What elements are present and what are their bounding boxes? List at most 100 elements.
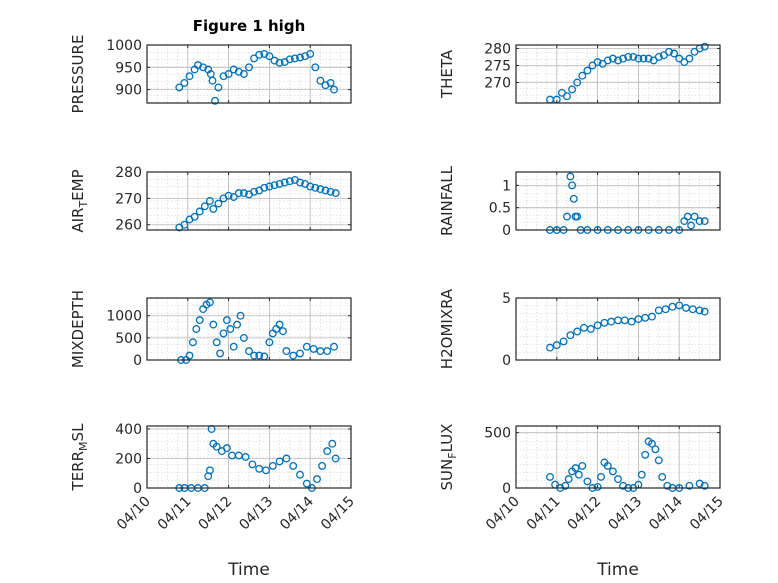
data-point bbox=[695, 217, 704, 226]
axes-frame bbox=[515, 44, 721, 104]
data-point bbox=[586, 325, 595, 333]
y-axis-label-tail: SL bbox=[69, 423, 87, 442]
data-point bbox=[248, 460, 257, 469]
data-point bbox=[593, 321, 602, 330]
y-tick-label: 270 bbox=[484, 76, 511, 92]
series-sun_flux bbox=[546, 437, 709, 492]
data-point bbox=[573, 212, 582, 221]
data-point bbox=[559, 337, 568, 346]
data-point bbox=[275, 179, 284, 188]
y-axis-label-subscript: M bbox=[77, 441, 90, 451]
data-point bbox=[675, 301, 684, 310]
y-tick-label: 0 bbox=[133, 481, 142, 497]
data-point bbox=[568, 181, 577, 190]
y-tick-label: 400 bbox=[115, 422, 142, 438]
data-point bbox=[641, 450, 650, 459]
data-point bbox=[282, 347, 291, 356]
data-point bbox=[222, 444, 231, 453]
data-point bbox=[685, 481, 694, 490]
data-point bbox=[608, 467, 617, 476]
data-point bbox=[634, 54, 643, 63]
data-point bbox=[255, 50, 264, 59]
data-point bbox=[212, 442, 221, 451]
data-point bbox=[654, 456, 663, 465]
data-point bbox=[211, 96, 219, 105]
data-point bbox=[619, 54, 628, 63]
subplot-rainfall: 0 0.5 1 RAINFALL bbox=[438, 165, 721, 239]
data-point bbox=[546, 343, 554, 352]
data-point bbox=[316, 76, 325, 85]
y-tick-label: 280 bbox=[484, 41, 511, 57]
data-point bbox=[574, 470, 583, 479]
data-point bbox=[239, 189, 248, 198]
y-axis-label-main: THETA bbox=[438, 49, 456, 99]
data-point bbox=[321, 186, 330, 195]
data-point bbox=[561, 481, 570, 490]
y-axis-label: MIXDEPTH bbox=[69, 290, 87, 368]
y-axis-label: AIRTEMP bbox=[69, 169, 90, 232]
data-point bbox=[326, 78, 335, 87]
data-point bbox=[265, 338, 274, 347]
data-point bbox=[192, 325, 201, 333]
data-point bbox=[296, 470, 304, 479]
data-point bbox=[661, 305, 670, 314]
y-tick-label: 0.5 bbox=[489, 201, 511, 217]
data-point bbox=[690, 212, 699, 221]
data-point bbox=[185, 351, 194, 360]
data-point bbox=[648, 312, 656, 321]
y-axis-label-subscript: F bbox=[446, 452, 459, 458]
data-point bbox=[279, 327, 287, 336]
data-point bbox=[302, 342, 311, 351]
data-point bbox=[260, 183, 269, 192]
data-point bbox=[212, 338, 221, 347]
data-point bbox=[583, 66, 592, 75]
data-point bbox=[700, 42, 709, 51]
data-point bbox=[214, 199, 223, 208]
data-point bbox=[573, 327, 582, 336]
data-point bbox=[614, 56, 622, 65]
data-point bbox=[296, 53, 304, 62]
data-point bbox=[578, 71, 587, 80]
data-point bbox=[316, 185, 325, 194]
axes-frame bbox=[515, 297, 721, 361]
data-point bbox=[695, 306, 704, 315]
data-point bbox=[627, 317, 636, 326]
data-point bbox=[285, 55, 294, 64]
data-point bbox=[180, 220, 189, 229]
y-axis-label: THETA bbox=[438, 49, 456, 99]
data-point bbox=[245, 347, 253, 356]
y-tick-label: 280 bbox=[115, 165, 142, 181]
data-point bbox=[624, 52, 633, 61]
data-point bbox=[270, 181, 279, 190]
y-tick-label: 0 bbox=[502, 481, 511, 497]
data-point bbox=[239, 333, 248, 342]
data-point bbox=[330, 342, 338, 351]
data-point bbox=[583, 477, 592, 486]
data-point bbox=[593, 482, 602, 491]
data-point bbox=[326, 187, 335, 196]
y-axis-label-main: RAINFALL bbox=[438, 165, 456, 236]
y-tick-label: 1000 bbox=[106, 309, 142, 325]
data-point bbox=[603, 461, 612, 470]
y-axis-label-main: TERR bbox=[69, 451, 87, 492]
y-axis-label-tail: LUX bbox=[438, 424, 456, 453]
data-point bbox=[328, 439, 337, 448]
y-axis-label: PRESSURE bbox=[69, 35, 87, 114]
data-point bbox=[265, 52, 274, 61]
y-axis-label-main: H2OMIXRA bbox=[438, 288, 456, 369]
data-point bbox=[569, 194, 578, 203]
data-point bbox=[637, 470, 646, 479]
data-point bbox=[209, 204, 218, 213]
series-air_temp bbox=[175, 175, 340, 232]
data-point bbox=[311, 183, 320, 192]
data-point bbox=[644, 54, 653, 63]
data-point bbox=[306, 182, 315, 191]
axes-frame bbox=[515, 425, 721, 489]
data-point bbox=[234, 189, 243, 198]
data-point bbox=[700, 217, 709, 226]
data-point bbox=[330, 85, 338, 94]
data-point bbox=[195, 316, 204, 325]
data-point bbox=[670, 49, 679, 58]
data-point bbox=[239, 70, 248, 78]
data-point bbox=[222, 316, 231, 325]
